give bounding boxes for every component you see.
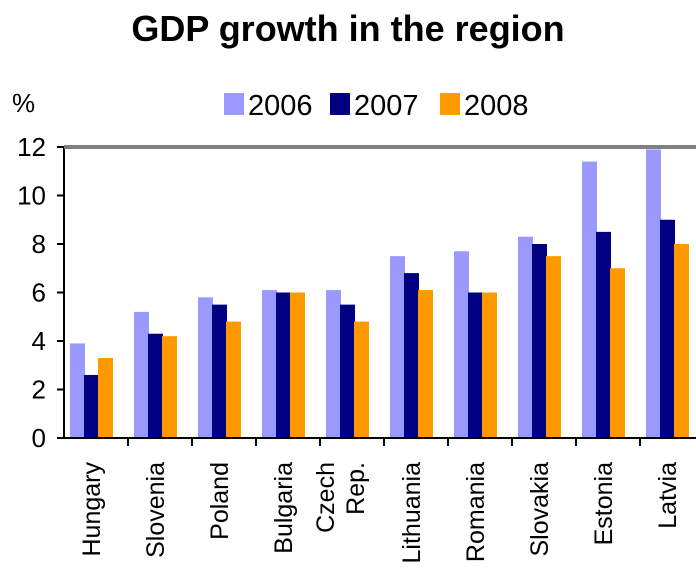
bar-2008 bbox=[162, 336, 177, 438]
x-category-label-line: Estonia bbox=[590, 462, 618, 545]
bar-2007 bbox=[660, 219, 675, 438]
bar-2008 bbox=[226, 321, 241, 438]
y-tick-label: 6 bbox=[32, 278, 46, 308]
x-category-label-line: Latvia bbox=[654, 462, 682, 529]
bar-2007 bbox=[84, 374, 99, 438]
y-ticks: 0 2 4 6 8 10 12 bbox=[17, 132, 64, 453]
legend: 2006 2007 2008 bbox=[224, 90, 529, 122]
x-category-label: Slovakia bbox=[526, 462, 554, 557]
bar-2008 bbox=[482, 292, 497, 438]
legend-swatch-2007 bbox=[330, 93, 350, 115]
legend-label-2006: 2006 bbox=[248, 90, 313, 122]
bar-2007 bbox=[212, 304, 227, 438]
legend-label-2007: 2007 bbox=[354, 90, 419, 122]
x-labels: Hungary Slovenia Poland Bulgaria CzechRep. Li… bbox=[78, 462, 682, 564]
bar-2008 bbox=[546, 256, 561, 438]
bar-2008 bbox=[98, 357, 113, 438]
chart-title: GDP growth in the region bbox=[131, 8, 565, 49]
x-category-label-line: Romania bbox=[462, 462, 490, 562]
x-category-label: CzechRep. bbox=[312, 462, 370, 533]
bar-2007 bbox=[596, 231, 611, 438]
legend-swatch-2006 bbox=[224, 93, 244, 115]
x-category-label: Lithuania bbox=[398, 462, 426, 564]
legend-label-2008: 2008 bbox=[464, 90, 529, 122]
bar-2008 bbox=[354, 321, 369, 438]
x-category-label: Estonia bbox=[590, 462, 618, 545]
legend-swatch-2008 bbox=[440, 93, 460, 115]
x-category-label-line: Slovakia bbox=[526, 462, 554, 557]
bar-2006 bbox=[326, 290, 341, 438]
bar-2006 bbox=[134, 311, 149, 438]
bar-2006 bbox=[646, 149, 661, 439]
bar-2008 bbox=[674, 244, 689, 438]
x-category-label: Poland bbox=[206, 462, 234, 540]
y-tick-label: 10 bbox=[17, 181, 46, 211]
x-category-label: Latvia bbox=[654, 462, 682, 529]
x-category-label-line: Czech bbox=[312, 462, 340, 533]
bar-2007 bbox=[468, 292, 483, 438]
bar-2007 bbox=[276, 292, 291, 438]
bar-2007 bbox=[340, 304, 355, 438]
y-axis-unit-label: % bbox=[12, 88, 35, 118]
bar-2006 bbox=[262, 290, 277, 438]
bar-2007 bbox=[404, 273, 419, 438]
y-tick-label: 4 bbox=[32, 326, 46, 356]
bar-2006 bbox=[454, 251, 469, 438]
x-category-label: Romania bbox=[462, 462, 490, 562]
bar-2006 bbox=[390, 256, 405, 438]
x-category-label: Hungary bbox=[78, 462, 106, 557]
y-tick-label: 0 bbox=[32, 423, 46, 453]
bars bbox=[70, 149, 689, 446]
y-tick-label: 2 bbox=[32, 375, 46, 405]
x-category-label: Bulgaria bbox=[270, 462, 298, 554]
x-category-label-line: Poland bbox=[206, 462, 234, 540]
bar-2006 bbox=[582, 161, 597, 439]
bar-2006 bbox=[518, 236, 533, 438]
bar-2006 bbox=[70, 343, 85, 438]
bar-2008 bbox=[418, 290, 433, 438]
x-category-label-line: Slovenia bbox=[142, 462, 170, 558]
x-category-label-line: Rep. bbox=[342, 462, 370, 515]
bar-2008 bbox=[290, 292, 305, 438]
x-category-label-line: Hungary bbox=[78, 462, 106, 557]
y-tick-label: 12 bbox=[17, 132, 46, 162]
bar-2007 bbox=[148, 333, 163, 438]
bar-2006 bbox=[198, 297, 213, 438]
bar-2008 bbox=[610, 268, 625, 438]
y-tick-label: 8 bbox=[32, 229, 46, 259]
x-category-label-line: Bulgaria bbox=[270, 462, 298, 554]
bar-2007 bbox=[532, 244, 547, 438]
x-category-label: Slovenia bbox=[142, 462, 170, 558]
x-category-label-line: Lithuania bbox=[398, 462, 426, 564]
